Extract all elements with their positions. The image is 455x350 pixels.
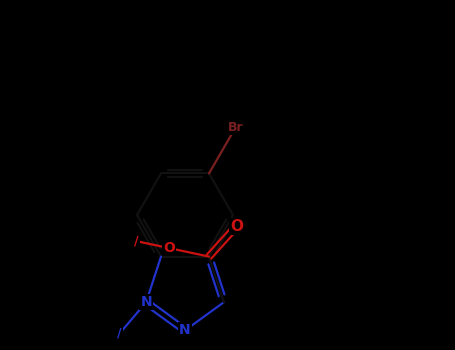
Text: O: O xyxy=(163,241,175,255)
Text: /: / xyxy=(134,234,138,247)
Text: Br: Br xyxy=(228,121,243,134)
Text: N: N xyxy=(179,323,191,337)
Text: O: O xyxy=(230,219,243,234)
Text: /: / xyxy=(117,327,122,340)
Text: N: N xyxy=(140,295,152,309)
